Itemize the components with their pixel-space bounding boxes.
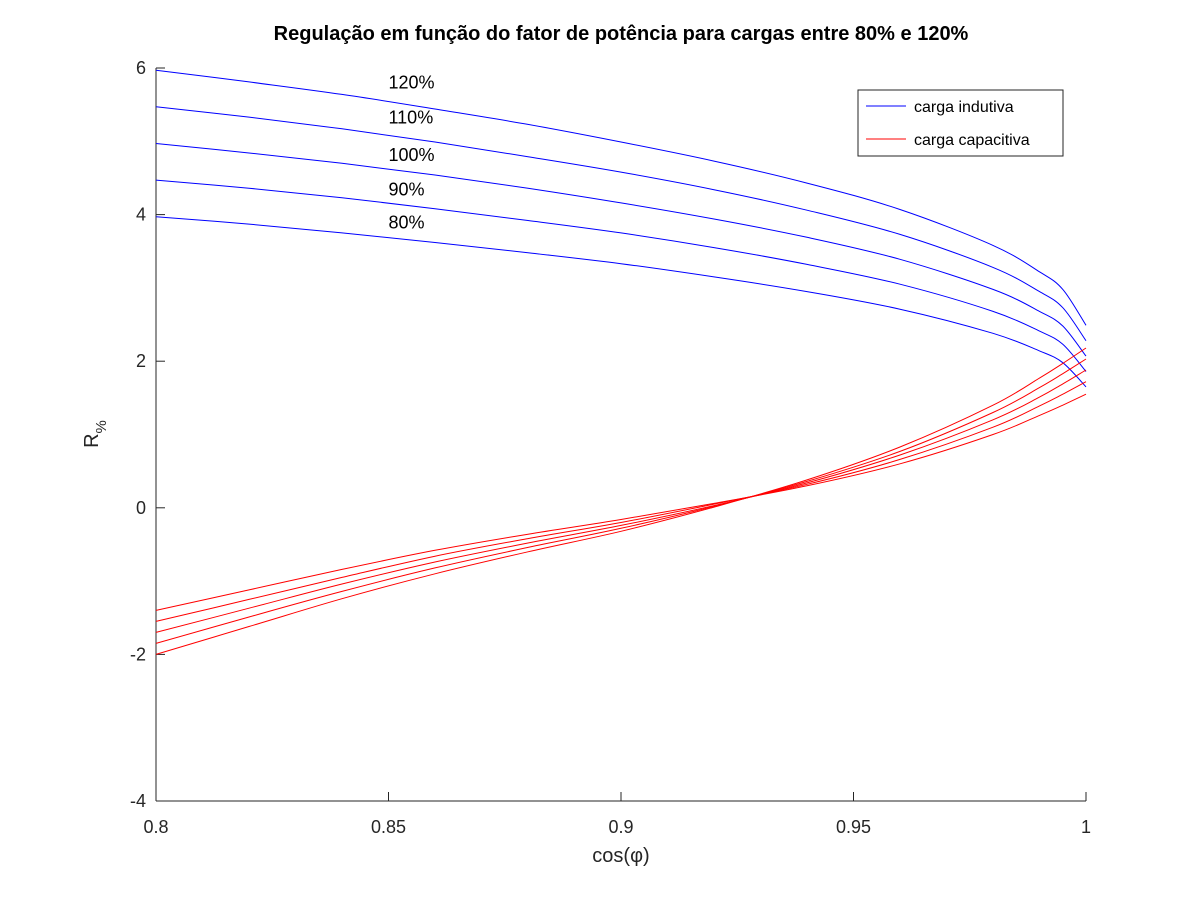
y-tick-label: -4 — [130, 791, 146, 811]
y-tick-label: 4 — [136, 205, 146, 225]
series-line-120pct-capacitiva — [155, 347, 1087, 655]
y-tick-label: -2 — [130, 644, 146, 664]
y-axis-label-main: R — [81, 433, 103, 447]
ticks: 0.8 0.85 0.9 0.95 1 -4 -2 0 2 4 6 — [130, 58, 1091, 837]
curve-label-100pct: 100% — [389, 145, 435, 165]
x-tick-label: 0.85 — [371, 817, 406, 837]
legend-label-capacitiva: carga capacitiva — [914, 132, 1030, 149]
x-tick-label: 1 — [1081, 817, 1091, 837]
y-tick-label: 0 — [136, 498, 146, 518]
x-tick-label: 0.95 — [836, 817, 871, 837]
x-tick-label: 0.8 — [143, 817, 168, 837]
chart-title: Regulação em função do fator de potência… — [274, 23, 969, 45]
series-line-80pct-indutiva — [155, 216, 1087, 388]
curve-labels: 120% 110% 100% 90% 80% — [389, 73, 435, 233]
series-line-100pct-indutiva — [155, 143, 1087, 357]
curve-label-120pct: 120% — [389, 73, 435, 93]
svg-text:R%: R% — [81, 420, 110, 448]
legend: carga indutiva carga capacitiva — [857, 89, 1064, 157]
series-line-120pct-indutiva — [155, 69, 1087, 326]
series-line-100pct-capacitiva — [155, 369, 1087, 633]
y-tick-label: 2 — [136, 351, 146, 371]
y-axis-label: R% — [81, 420, 110, 448]
series-line-90pct-indutiva — [155, 179, 1087, 372]
curves — [155, 69, 1087, 655]
legend-box — [857, 89, 1064, 157]
y-axis-label-subscript: % — [93, 420, 110, 433]
series-line-80pct-capacitiva — [155, 393, 1087, 611]
curve-label-110pct: 110% — [389, 108, 434, 128]
x-tick-label: 0.9 — [608, 817, 633, 837]
y-tick-label: 6 — [136, 58, 146, 78]
series-line-110pct-indutiva — [155, 106, 1087, 341]
x-axis-label: cos(φ) — [592, 845, 649, 867]
curve-label-90pct: 90% — [389, 180, 425, 200]
series-line-110pct-capacitiva — [155, 358, 1087, 644]
legend-label-indutiva: carga indutiva — [914, 99, 1014, 116]
series-line-90pct-capacitiva — [155, 381, 1087, 622]
curve-label-80pct: 80% — [389, 213, 425, 233]
plot-area: 0.8 0.85 0.9 0.95 1 -4 -2 0 2 4 6 120% 110% 100% 90% 8… — [130, 58, 1091, 837]
